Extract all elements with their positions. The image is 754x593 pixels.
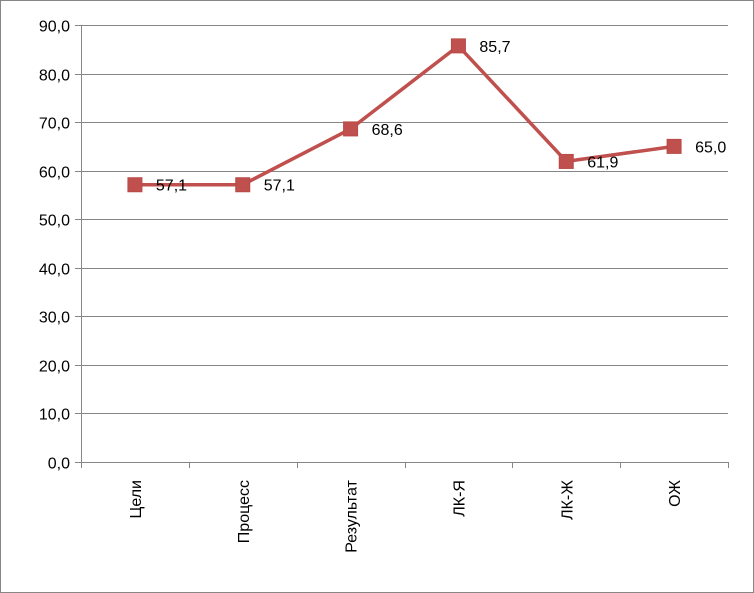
data-labels: 57,1 57,1 68,6 85,7 61,9 65,0 bbox=[156, 39, 726, 195]
x-axis-tick-labels: Цели Процесс Результат ЛК-Я ЛК-Ж ОЖ bbox=[128, 479, 684, 552]
y-tick-label: 40,0 bbox=[39, 262, 70, 279]
data-point-marker bbox=[343, 121, 359, 137]
data-label: 85,7 bbox=[479, 39, 510, 56]
series-line bbox=[134, 44, 675, 187]
data-label: 57,1 bbox=[264, 178, 295, 195]
x-tick-label: ОЖ bbox=[667, 480, 684, 507]
y-tick-label: 70,0 bbox=[39, 116, 70, 133]
data-point-marker bbox=[235, 177, 251, 193]
y-tick-label: 90,0 bbox=[39, 19, 70, 36]
x-tick-label: ЛК-Я bbox=[451, 480, 468, 517]
y-tick-label: 80,0 bbox=[39, 68, 70, 85]
data-label: 61,9 bbox=[587, 154, 618, 171]
data-point-marker bbox=[450, 38, 466, 54]
x-tick-label: Результат bbox=[344, 479, 361, 552]
data-label: 57,1 bbox=[156, 178, 187, 195]
data-point-marker bbox=[666, 138, 682, 154]
y-tick-label: 20,0 bbox=[39, 359, 70, 376]
y-tick-label: 0,0 bbox=[48, 456, 70, 473]
y-tick-label: 60,0 bbox=[39, 165, 70, 182]
series-markers bbox=[127, 38, 682, 193]
y-tick-label: 10,0 bbox=[39, 407, 70, 424]
data-label: 68,6 bbox=[372, 122, 403, 139]
axes bbox=[75, 25, 729, 468]
x-tick-label: Цели bbox=[128, 480, 145, 518]
y-tick-label: 30,0 bbox=[39, 310, 70, 327]
data-point-marker bbox=[127, 177, 143, 193]
gridlines bbox=[81, 25, 728, 414]
data-point-marker bbox=[558, 153, 574, 169]
y-tick-label: 50,0 bbox=[39, 213, 70, 230]
series-line-path bbox=[134, 44, 675, 187]
y-axis-tick-labels: 0,0 10,0 20,0 30,0 40,0 50,0 60,0 70,0 80,0 90,0 bbox=[39, 19, 70, 473]
x-tick-label: ЛК-Ж bbox=[559, 480, 576, 520]
x-tick-label: Процесс bbox=[236, 480, 253, 543]
data-label: 65,0 bbox=[695, 139, 726, 156]
